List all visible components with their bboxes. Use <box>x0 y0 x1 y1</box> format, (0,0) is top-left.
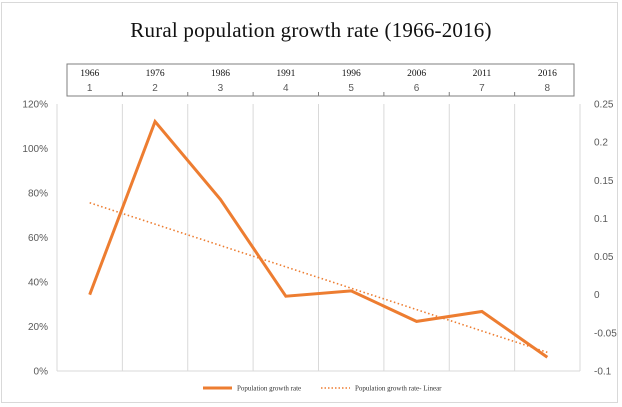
right-axis-tick-label: 0 <box>594 290 600 301</box>
category-year-label: 1991 <box>276 69 295 79</box>
legend-label-linear-trend: Population growth rate- Linear <box>355 385 442 393</box>
right-axis-tick-label: 0.1 <box>594 214 608 225</box>
left-axis-tick-label: 20% <box>28 322 48 333</box>
left-axis-tick-label: 0% <box>34 367 49 378</box>
left-axis-tick-label: 60% <box>28 233 48 244</box>
right-axis-tick-label: 0.2 <box>594 138 608 149</box>
category-year-label: 2011 <box>473 69 492 79</box>
left-axis-tick-label: 80% <box>28 189 48 200</box>
category-index-label: 4 <box>283 83 289 94</box>
category-box-outline <box>66 63 575 97</box>
category-year-label: 1966 <box>80 69 99 79</box>
category-index-label: 3 <box>218 83 224 94</box>
right-axis-tick-label: -0.1 <box>594 367 612 378</box>
legend-label-population-growth-rate: Population growth rate <box>237 385 301 393</box>
right-axis-tick-label: 0.25 <box>594 100 614 111</box>
category-index-label: 5 <box>348 83 354 94</box>
chart-title: Rural population growth rate (1966-2016) <box>130 18 492 42</box>
left-axis-tick-label: 40% <box>28 278 48 289</box>
right-axis-tick-label: 0.05 <box>594 252 614 263</box>
trendline-linear <box>89 202 548 354</box>
category-index-label: 7 <box>479 83 485 94</box>
grid-layer <box>56 104 581 372</box>
category-year-label: 2006 <box>407 69 426 79</box>
left-axis-tick-label: 120% <box>22 100 48 111</box>
category-year-label: 1976 <box>146 69 165 79</box>
category-year-label: 1996 <box>342 69 361 79</box>
category-index-label: 2 <box>152 83 158 94</box>
category-index-label: 6 <box>414 83 420 94</box>
category-year-label: 2016 <box>538 69 557 79</box>
left-axis-tick-label: 100% <box>22 144 48 155</box>
right-axis-tick-label: -0.05 <box>594 328 617 339</box>
series-layer <box>88 118 549 359</box>
legend: Population growth rate Population growth … <box>203 385 442 393</box>
category-header-box: 1966 1976 1986 1991 1996 2006 2011 2016 1 2 3 4 5 6 7 8 <box>66 63 575 97</box>
category-index-label: 8 <box>545 83 551 94</box>
right-axis-tick-label: 0.15 <box>594 176 614 187</box>
category-year-label: 1986 <box>211 69 230 79</box>
series-line-population-growth-rate <box>88 118 549 359</box>
axis-layer: 0% 20% 40% 60% 80% 100% 120% -0.1 -0.05 0 0.05 0.1 0… <box>22 100 617 378</box>
category-index-label: 1 <box>87 83 93 94</box>
